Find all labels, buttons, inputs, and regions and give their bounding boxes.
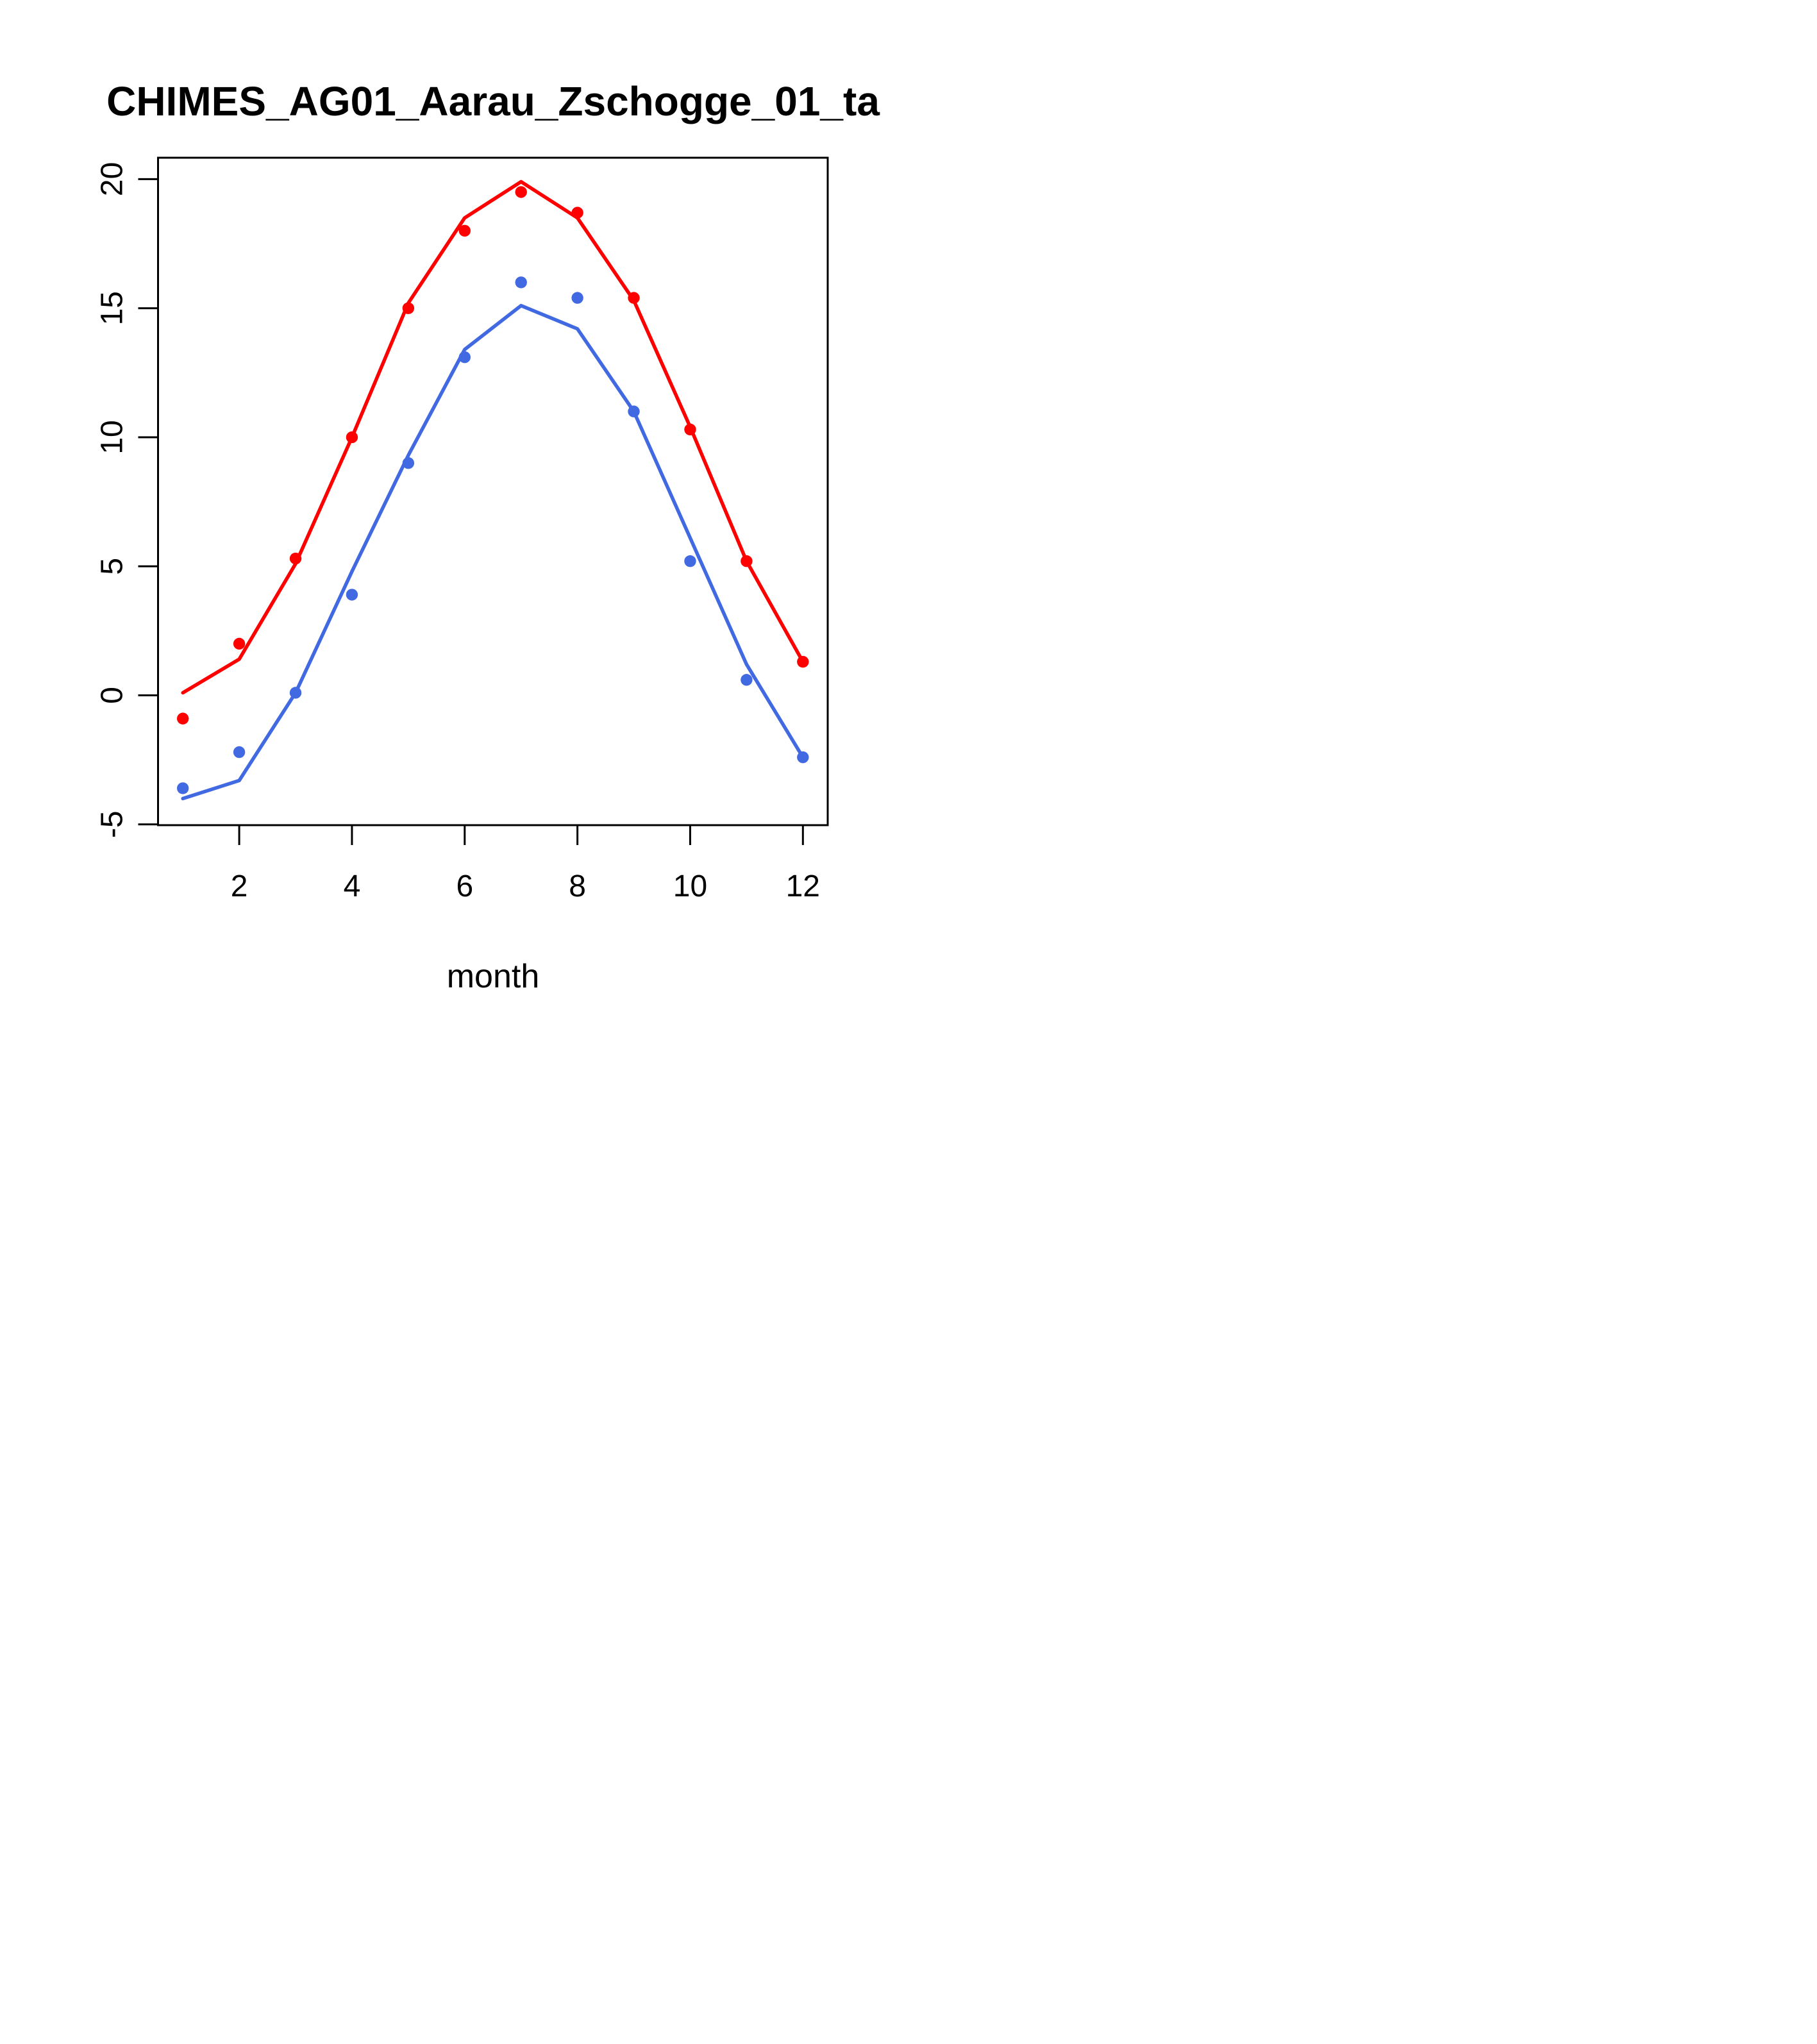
chart: CHIMES_AG01_Aarau_Zschogge_01_ta 2 4 6 8 10 1… — [96, 78, 880, 995]
series-points — [176, 186, 809, 794]
x-axis: 2 4 6 8 10 12 — [231, 825, 820, 903]
blue-observed-points-marker — [741, 674, 753, 686]
red-observed-points-marker — [458, 224, 471, 237]
red-fitted-line — [181, 180, 805, 695]
y-tick-label: 5 — [96, 558, 130, 575]
blue-observed-points — [176, 276, 809, 794]
blue-observed-points-marker — [797, 751, 809, 764]
red-observed-points — [176, 186, 809, 725]
x-tick-label: 8 — [569, 869, 586, 903]
red-observed-points-marker — [233, 637, 246, 650]
red-observed-points-marker — [176, 712, 189, 725]
red-observed-points-marker — [684, 423, 696, 436]
y-tick-label: 10 — [96, 420, 130, 454]
blue-observed-points-marker — [289, 687, 302, 699]
y-axis: -5 0 5 10 15 20 — [96, 162, 158, 838]
blue-observed-points-marker — [176, 782, 189, 794]
red-observed-points-marker — [289, 552, 302, 565]
blue-observed-points-marker — [402, 457, 415, 469]
blue-observed-points-marker — [233, 746, 246, 758]
blue-observed-points-marker — [684, 555, 696, 567]
x-tick-label: 12 — [786, 869, 820, 903]
y-tick-label: 15 — [96, 291, 130, 325]
x-tick-label: 2 — [231, 869, 248, 903]
chart-title: CHIMES_AG01_Aarau_Zschogge_01_ta — [106, 78, 880, 124]
blue-observed-points-marker — [515, 276, 527, 289]
blue-observed-points-marker — [571, 292, 583, 304]
x-tick-label: 4 — [344, 869, 361, 903]
blue-fitted-line — [181, 303, 805, 801]
y-tick-label: -5 — [96, 810, 130, 838]
plot-box — [157, 156, 829, 826]
red-observed-points-marker — [628, 292, 640, 304]
x-axis-label: month — [447, 958, 540, 995]
red-observed-points-marker — [797, 655, 809, 668]
figure: CHIMES_AG01_Aarau_Zschogge_01_ta 2 4 6 8 10 1… — [0, 0, 908, 1022]
x-tick-label: 6 — [456, 869, 473, 903]
red-observed-points-marker — [571, 206, 583, 219]
blue-observed-points-marker — [346, 589, 358, 601]
red-observed-points-marker — [515, 186, 527, 198]
series-lines — [181, 180, 805, 801]
red-observed-points-marker — [402, 302, 415, 314]
y-tick-label: 20 — [96, 162, 130, 196]
x-tick-label: 10 — [673, 869, 707, 903]
y-tick-label: 0 — [96, 687, 130, 704]
blue-observed-points-marker — [628, 405, 640, 417]
blue-observed-points-marker — [458, 351, 471, 364]
red-observed-points-marker — [741, 555, 753, 567]
red-observed-points-marker — [346, 431, 358, 444]
